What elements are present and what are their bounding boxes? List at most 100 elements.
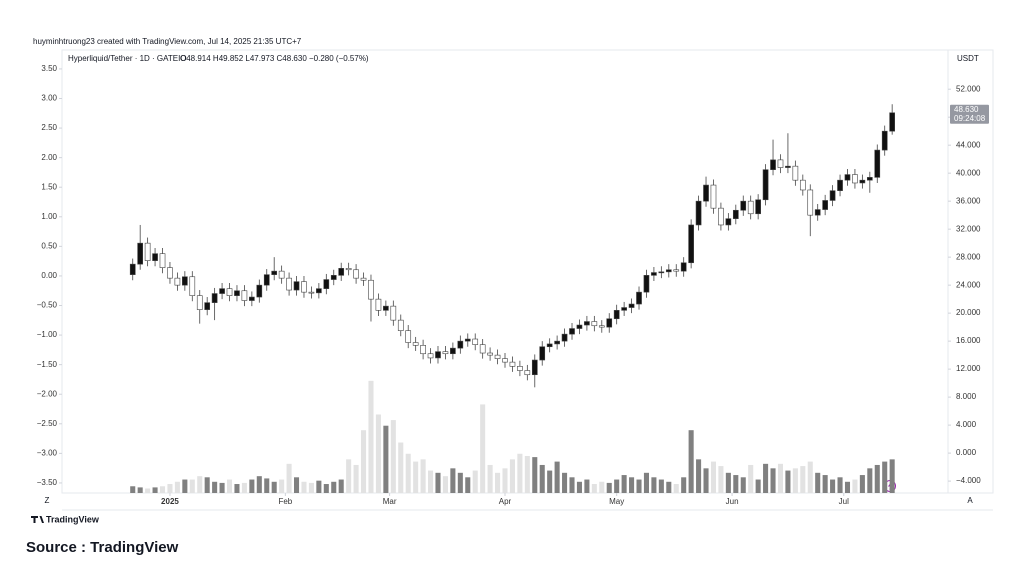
volume-bar	[740, 477, 746, 493]
volume-bar	[763, 463, 769, 493]
candle-body	[442, 351, 449, 355]
volume-bar	[234, 484, 240, 493]
candle-body	[807, 189, 814, 216]
candle-body	[517, 366, 523, 371]
volume-bar	[844, 481, 851, 493]
candle-body	[732, 209, 739, 219]
candle-body	[852, 174, 858, 184]
volume-bar	[159, 486, 166, 493]
candle-body	[144, 242, 151, 261]
volume-bar	[815, 472, 821, 493]
candle-body	[196, 295, 203, 310]
y2-tick-label: 3.50	[41, 64, 57, 73]
volume-bar	[718, 466, 724, 493]
volume-bar	[316, 480, 322, 493]
volume-bar	[614, 479, 620, 493]
y-tick-label: 16.000	[956, 336, 981, 345]
candle-body	[651, 272, 657, 276]
volume-bar	[137, 487, 143, 493]
volume-bar	[152, 487, 158, 493]
candle-body	[613, 310, 620, 320]
volume-bar	[286, 463, 292, 493]
candle-body	[665, 269, 672, 273]
candle-body	[680, 262, 687, 272]
auto-scale-button[interactable]: A	[967, 496, 973, 505]
candle-body	[688, 224, 694, 264]
volume-bar	[420, 459, 426, 493]
volume-bar	[733, 475, 739, 493]
volume-bar	[681, 477, 687, 493]
y2-tick-label: −3.50	[37, 478, 58, 487]
volume-bar	[509, 459, 515, 493]
attribution: huyminhtruong23 created with TradingView…	[33, 37, 302, 46]
candle-body	[427, 353, 434, 359]
candle-body	[554, 340, 560, 345]
candle-body	[330, 275, 337, 280]
volume-bar	[755, 479, 761, 493]
volume-bar	[800, 466, 806, 493]
candle-body	[777, 159, 784, 168]
volume-bar	[435, 472, 441, 493]
volume-bar	[882, 461, 888, 493]
y-tick-label: −4.000	[956, 476, 981, 485]
volume-bar	[189, 479, 195, 493]
ohlc-summary: O48.914 H49.852 L47.973 C48.630 −0.280 (…	[180, 54, 369, 63]
candle-body	[643, 275, 650, 293]
volume-bar	[822, 475, 828, 493]
volume-bar	[562, 472, 568, 493]
volume-bar	[323, 484, 329, 493]
candle-body	[546, 343, 553, 348]
candle-body	[621, 307, 627, 311]
volume-bar	[539, 464, 545, 493]
volume-bar	[338, 479, 344, 493]
pane-border	[61, 49, 949, 494]
candle-body	[584, 321, 590, 326]
candle-body	[323, 279, 330, 289]
volume-bar	[621, 475, 627, 493]
volume-bar	[264, 478, 270, 493]
volume-bar	[174, 481, 180, 493]
candle-body	[866, 177, 873, 181]
volume-bar	[241, 482, 247, 493]
candle-body	[405, 330, 412, 343]
volume-bar	[874, 464, 880, 493]
candle-body	[658, 271, 665, 274]
candle-body	[159, 253, 166, 268]
volume-bar	[792, 468, 798, 493]
volume-bar	[584, 479, 590, 493]
candle-body	[368, 279, 374, 300]
volume-bar	[308, 482, 314, 493]
volume-bar	[554, 461, 560, 493]
zoom-button[interactable]: Z	[45, 496, 50, 505]
candle-body	[881, 130, 888, 151]
y-tick-label: 40.000	[956, 168, 981, 177]
volume-bar	[710, 461, 717, 493]
volume-bar	[658, 479, 664, 493]
y-tick-label: 36.000	[956, 196, 981, 205]
candle-body	[464, 338, 471, 342]
volume-bar	[576, 481, 582, 493]
candle-body	[762, 169, 769, 201]
candle-body	[740, 200, 747, 211]
candle-body	[487, 352, 493, 356]
volume-bar	[703, 468, 709, 493]
candle-body	[286, 277, 292, 291]
volume-bar	[636, 479, 642, 493]
candle-body	[211, 293, 218, 303]
volume-bar	[331, 481, 337, 493]
candle-body	[509, 361, 516, 367]
volume-bar	[249, 479, 255, 493]
candle-body	[219, 288, 225, 294]
candle-body	[152, 253, 158, 261]
candle-body	[338, 268, 345, 276]
candle-body	[755, 199, 761, 215]
volume-bar	[748, 464, 754, 493]
candle-body	[397, 319, 404, 331]
volume-bar	[413, 461, 419, 493]
volume-bar	[465, 477, 471, 493]
y-tick-label: 44.000	[956, 140, 981, 149]
candle-body	[747, 200, 754, 215]
volume-bar	[219, 482, 225, 493]
volume-bar	[495, 472, 501, 493]
